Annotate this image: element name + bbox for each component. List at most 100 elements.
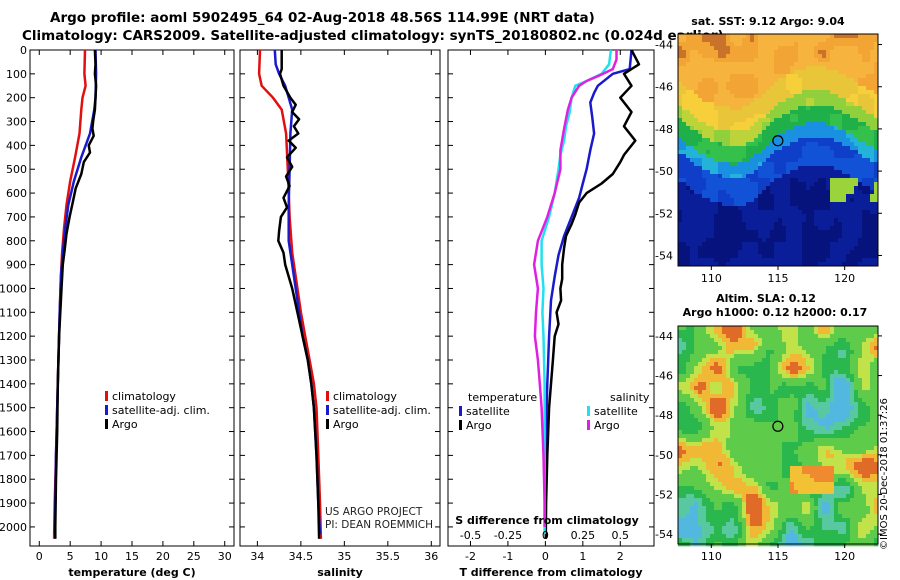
x-axis-label: T difference from climatology — [459, 566, 642, 579]
x-tick-label: 115 — [768, 272, 789, 285]
figure-title-line2: Climatology: CARS2009. Satellite-adjuste… — [22, 28, 724, 44]
map-subtitle: Argo h1000: 0.12 h2000: 0.17 — [683, 306, 868, 319]
map-title: sat. SST: 9.12 Argo: 9.04 — [691, 15, 845, 28]
legend-label: Argo — [466, 419, 492, 432]
legend-label: satellite-adj. clim. — [333, 404, 431, 417]
x2-tick-label: -0.5 — [460, 529, 481, 542]
credit-text: PI: DEAN ROEMMICH — [325, 519, 433, 531]
y-tick-label: 1700 — [0, 449, 27, 462]
legend-swatch — [326, 405, 329, 415]
x-tick-label: 25 — [187, 550, 201, 563]
x2-tick-label: 0 — [542, 529, 549, 542]
y-tick-label: 700 — [6, 211, 27, 224]
x-tick-label: 35 — [337, 550, 351, 563]
x-tick-label: 110 — [701, 550, 722, 563]
legend-swatch — [105, 419, 108, 429]
x-tick-label: -1 — [502, 550, 513, 563]
y-tick-label: 900 — [6, 259, 27, 272]
x-tick-label: -2 — [465, 550, 476, 563]
y-tick-label: 2000 — [0, 521, 27, 534]
y-tick-label: 1500 — [0, 402, 27, 415]
legend-swatch — [105, 391, 108, 401]
legend-swatch — [326, 391, 329, 401]
y-tick-label: -52 — [655, 207, 673, 220]
y-tick-label: 100 — [6, 68, 27, 81]
y-tick-label: 1600 — [0, 426, 27, 439]
legend-swatch — [326, 419, 329, 429]
x-tick-label: 20 — [156, 550, 170, 563]
x-tick-label: 15 — [125, 550, 139, 563]
y-tick-label: 500 — [6, 163, 27, 176]
legend-label: Argo — [112, 418, 138, 431]
legend-label: Argo — [333, 418, 359, 431]
y-tick-label: 400 — [6, 139, 27, 152]
legend-label: satellite — [466, 405, 510, 418]
legend-title: salinity — [610, 391, 650, 404]
legend-label: Argo — [594, 419, 620, 432]
y-tick-label: -48 — [655, 409, 673, 422]
x-axis-label-secondary: S difference from climatology — [455, 514, 639, 527]
plot-frame — [239, 49, 441, 547]
legend-swatch — [459, 406, 462, 416]
salinity-profile: 34 34.5 35 35.5 36 salinity — [239, 49, 441, 579]
x-tick-label: 1 — [579, 550, 586, 563]
altimetry-sla-map: 110 115 120 -44 -46 -48 -50 -52 -54 — [655, 325, 882, 563]
x-tick-label: 35.5 — [376, 550, 401, 563]
x-tick-label: 110 — [701, 272, 722, 285]
series-line-argo — [54, 49, 98, 539]
y-tick-label: 800 — [6, 235, 27, 248]
series-line-argo — [277, 50, 321, 539]
difference-profile: -2 -1 0 1 2 T difference from climatology — [447, 49, 655, 579]
x-tick-label: 0 — [36, 550, 43, 563]
legend-label: climatology — [333, 390, 397, 403]
x-tick-label: 34 — [250, 550, 264, 563]
map-title: Altim. SLA: 0.12 — [716, 292, 816, 305]
y-tick-label: 1200 — [0, 330, 27, 343]
credit-text: US ARGO PROJECT — [325, 506, 423, 518]
y-tick-label: 0 — [20, 44, 27, 57]
x-axis-label: temperature (deg C) — [68, 566, 195, 579]
y-tick-label: 600 — [6, 187, 27, 200]
y-tick-label: 200 — [6, 92, 27, 105]
x-tick-label: 120 — [834, 272, 855, 285]
x-tick-label: 10 — [94, 550, 108, 563]
series-line-climatology — [257, 49, 323, 539]
plot-frame — [29, 49, 235, 547]
x-tick-label: 5 — [67, 550, 74, 563]
y-tick-label: 1800 — [0, 473, 27, 486]
x2-tick-label: 0.25 — [571, 529, 596, 542]
x-tick-label: 2 — [617, 550, 624, 563]
y-tick-label: 1900 — [0, 497, 27, 510]
x2-tick-label: -0.25 — [494, 529, 522, 542]
y-tick-label: -54 — [655, 249, 673, 262]
temperature-profile: 0100200300400500600700800900100011001200… — [0, 44, 235, 579]
legend-swatch — [459, 420, 462, 430]
y-tick-label: 1300 — [0, 354, 27, 367]
legend-swatch — [587, 406, 590, 416]
sat-sst-map: 110 115 120 -44 -46 -48 -50 -52 -54 — [655, 33, 882, 285]
legend-label: climatology — [112, 390, 176, 403]
x-tick-label: 115 — [768, 550, 789, 563]
y-tick-label: -46 — [655, 370, 673, 383]
y-tick-label: -48 — [655, 123, 673, 136]
x2-tick-label: 0.5 — [612, 529, 630, 542]
x-axis-label: salinity — [317, 566, 363, 579]
y-tick-label: 1100 — [0, 306, 27, 319]
y-tick-label: 300 — [6, 116, 27, 129]
legend-swatch — [105, 405, 108, 415]
y-tick-label: -50 — [655, 165, 673, 178]
y-tick-label: -54 — [655, 528, 673, 541]
legend-swatch — [587, 420, 590, 430]
legend-label: satellite — [594, 405, 638, 418]
x-tick-label: 0 — [542, 550, 549, 563]
y-tick-label: -46 — [655, 81, 673, 94]
series-line-argo — [544, 49, 641, 539]
y-tick-label: -52 — [655, 488, 673, 501]
y-tick-label: -44 — [655, 39, 673, 52]
y-tick-label: 1400 — [0, 378, 27, 391]
x-tick-label: 30 — [218, 550, 232, 563]
argo-position-marker — [772, 135, 784, 147]
argo-position-marker — [772, 420, 784, 432]
series-line-argo — [532, 50, 618, 527]
